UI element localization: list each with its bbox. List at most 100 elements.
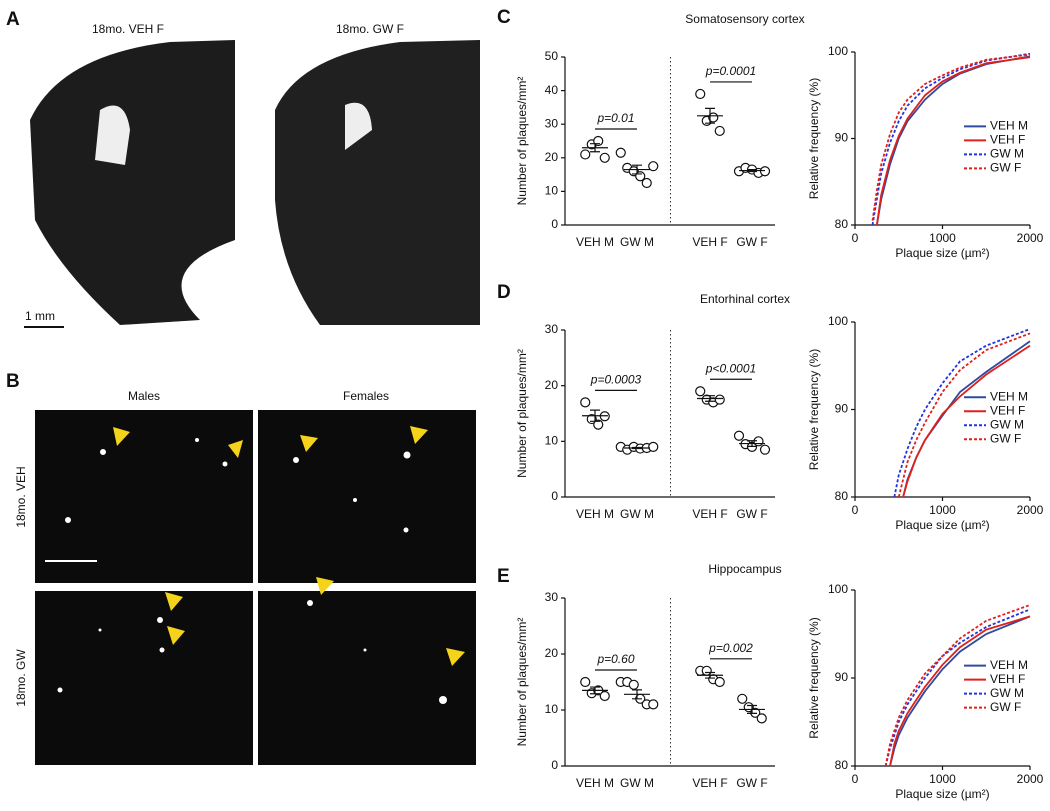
- data-point: [599, 152, 610, 163]
- series-line: [871, 52, 1031, 226]
- legend-label: VEH F: [990, 133, 1025, 147]
- data-point: [641, 177, 652, 189]
- data-point: [628, 679, 639, 690]
- series-line: [875, 56, 1031, 226]
- panel-letter: B: [6, 371, 20, 392]
- column-label: Females: [343, 389, 389, 403]
- legend-label: GW F: [990, 700, 1021, 714]
- data-point: [714, 125, 725, 137]
- ventricle: [95, 105, 130, 165]
- data-point: [737, 693, 748, 704]
- legend-label: GW M: [990, 417, 1024, 431]
- y-tick-label: 50: [545, 49, 559, 63]
- x-axis-label: Plaque size (µm²): [895, 787, 989, 801]
- y-tick-label: 10: [545, 184, 559, 198]
- y-tick-label: 0: [551, 217, 558, 231]
- panel-a: A 18mo. VEH F 18mo. GW F 1 mm: [6, 9, 480, 328]
- brain-image: [275, 40, 480, 325]
- sem-bar: [747, 440, 757, 447]
- sem-bar: [705, 395, 715, 402]
- series-line: [893, 328, 1031, 498]
- sem-bar: [705, 671, 715, 679]
- x-tick-label: 2000: [1017, 231, 1044, 245]
- p-value: p=0.0003: [590, 373, 642, 387]
- panel-letter: A: [6, 9, 20, 30]
- x-tick-label: VEH F: [692, 507, 727, 521]
- legend-label: VEH M: [990, 119, 1028, 133]
- sem-bar: [632, 689, 642, 700]
- legend-label: VEH M: [990, 658, 1028, 672]
- x-tick-label: 1000: [929, 503, 956, 517]
- y-axis-label: Relative frequency (%): [807, 617, 821, 738]
- x-tick-label: VEH F: [692, 235, 727, 249]
- y-tick-label: 40: [545, 83, 559, 97]
- y-tick-label: 80: [835, 489, 849, 503]
- image-label: 18mo. GW F: [336, 22, 404, 36]
- y-axis-label: Number of plaques/mm²: [515, 618, 529, 747]
- x-tick-label: GW F: [736, 776, 767, 790]
- series-line: [889, 615, 1031, 767]
- legend-label: VEH M: [990, 389, 1028, 403]
- data-point: [714, 394, 725, 405]
- y-tick-label: 80: [835, 758, 849, 772]
- x-tick-label: GW M: [620, 235, 654, 249]
- y-tick-label: 90: [835, 670, 849, 684]
- y-tick-label: 80: [835, 217, 849, 231]
- y-axis-label: Number of plaques/mm²: [515, 77, 529, 206]
- sem-bar: [632, 446, 642, 450]
- x-tick-label: 2000: [1017, 772, 1044, 786]
- data-point: [759, 166, 771, 177]
- data-point: [580, 397, 591, 408]
- legend-label: GW F: [990, 161, 1021, 175]
- data-point: [695, 88, 706, 100]
- data-point: [756, 713, 767, 724]
- arrowheads: [113, 426, 465, 666]
- chart-title: Hippocampus: [708, 562, 781, 576]
- x-tick-label: 0: [852, 231, 859, 245]
- scale-label: 1 mm: [25, 309, 55, 323]
- x-tick-label: 2000: [1017, 503, 1044, 517]
- p-value: p=0.60: [596, 652, 634, 666]
- column-label: Males: [128, 389, 160, 403]
- y-tick-label: 100: [828, 44, 848, 58]
- series-line: [889, 615, 1031, 767]
- y-tick-label: 30: [545, 590, 559, 604]
- y-tick-label: 20: [545, 150, 559, 164]
- p-value: p=0.01: [596, 111, 634, 125]
- legend-label: GW F: [990, 431, 1021, 445]
- sem-bar: [747, 704, 757, 714]
- p-value: p<0.0001: [705, 361, 756, 375]
- x-tick-label: GW M: [620, 776, 654, 790]
- x-tick-label: 0: [852, 772, 859, 786]
- x-tick-label: VEH F: [692, 776, 727, 790]
- y-axis-label: Number of plaques/mm²: [515, 349, 529, 478]
- legend-label: VEH F: [990, 672, 1025, 686]
- legend-label: VEH F: [990, 403, 1025, 417]
- legend-label: GW M: [990, 686, 1024, 700]
- data-point: [648, 699, 659, 710]
- y-tick-label: 30: [545, 322, 559, 336]
- x-axis-label: Plaque size (µm²): [895, 518, 989, 532]
- ventricle: [345, 102, 372, 150]
- x-tick-label: GW M: [620, 507, 654, 521]
- y-tick-label: 20: [545, 378, 559, 392]
- micrograph: [35, 410, 253, 583]
- y-tick-label: 100: [828, 582, 848, 596]
- y-tick-label: 20: [545, 646, 559, 660]
- y-axis-label: Relative frequency (%): [807, 349, 821, 470]
- series-line: [871, 53, 1031, 221]
- data-point: [695, 386, 706, 397]
- micrograph: [258, 410, 476, 583]
- data-point: [593, 419, 604, 430]
- x-tick-label: VEH M: [576, 776, 614, 790]
- y-tick-label: 90: [835, 402, 849, 416]
- y-tick-label: 100: [828, 314, 848, 328]
- y-tick-label: 0: [551, 758, 558, 772]
- p-value: p=0.0001: [705, 64, 756, 78]
- panel-b: B Males Females 18mo. VEH 18mo. GW: [6, 371, 476, 765]
- micrograph: [35, 591, 253, 765]
- data-point: [759, 444, 771, 455]
- y-axis-label: Relative frequency (%): [807, 78, 821, 199]
- x-tick-label: VEH M: [576, 507, 614, 521]
